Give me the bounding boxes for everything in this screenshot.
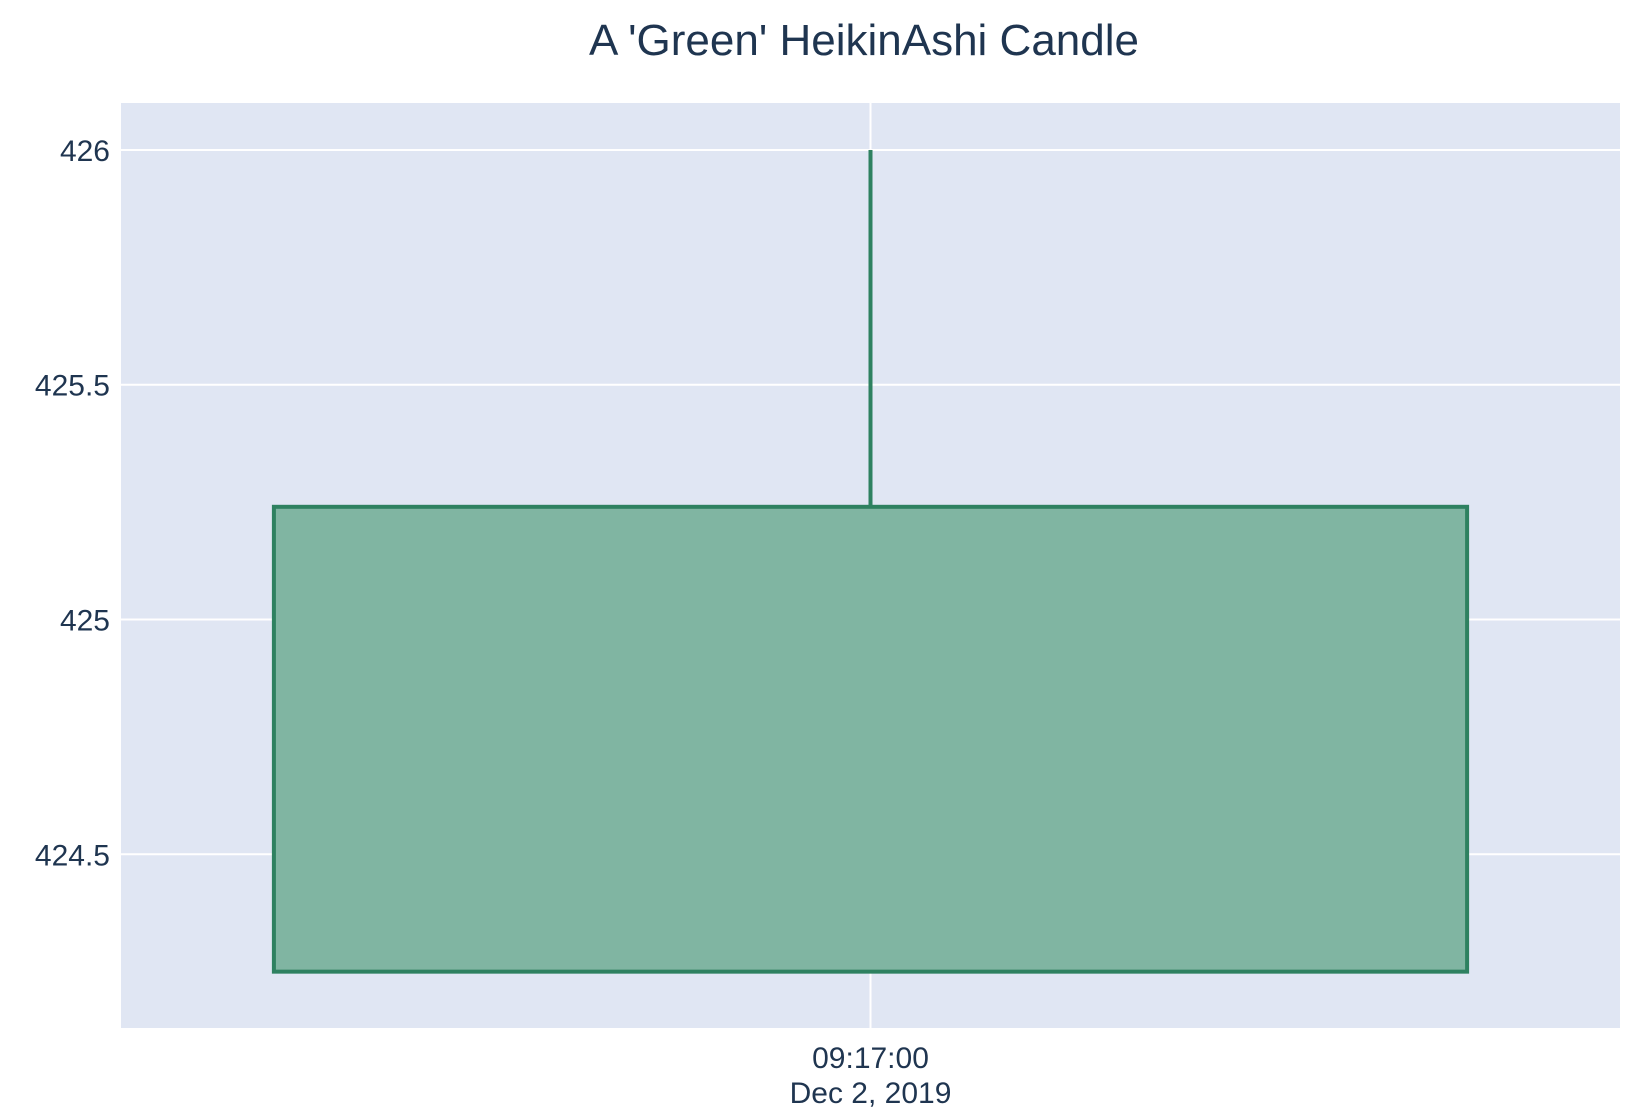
chart-title: A 'Green' HeikinAshi Candle <box>589 16 1139 65</box>
x-tick-label-time: 09:17:00 <box>812 1042 929 1075</box>
y-tick-label: 426 <box>60 135 110 168</box>
x-tick-label-date: Dec 2, 2019 <box>790 1077 952 1110</box>
y-axis-ticks: 424.5 425 425.5 426 <box>35 135 110 872</box>
y-tick-label: 425 <box>60 604 110 637</box>
candles <box>271 149 1470 974</box>
candle-body <box>271 504 1470 974</box>
y-tick-label: 424.5 <box>35 839 110 872</box>
y-tick-label: 425.5 <box>35 370 110 403</box>
